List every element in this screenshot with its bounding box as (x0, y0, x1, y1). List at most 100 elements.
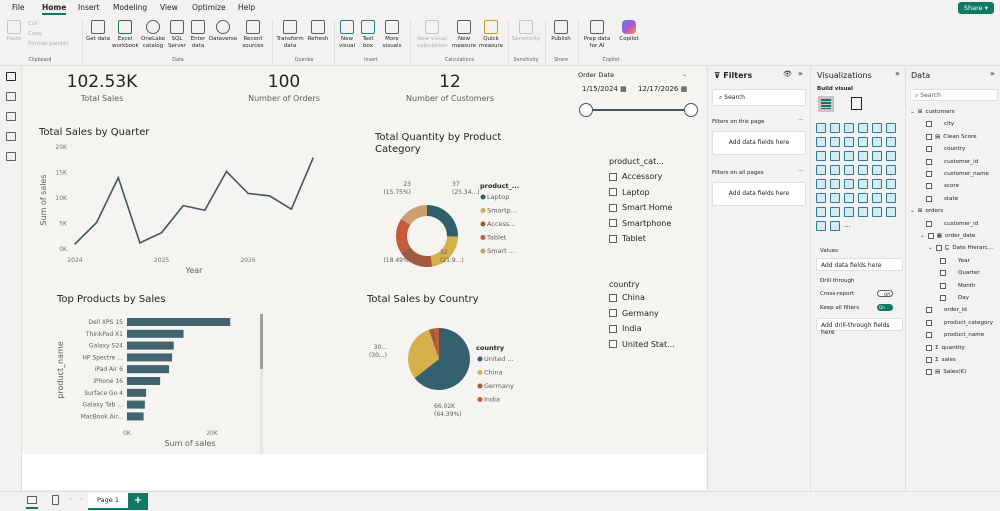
visual-type-icon[interactable] (858, 123, 868, 133)
data-field[interactable]: state (926, 195, 958, 202)
enter-data-button[interactable]: Enter data (188, 20, 208, 49)
visual-type-icon[interactable] (858, 137, 868, 147)
checkbox[interactable] (609, 234, 617, 243)
data-table[interactable]: ⌄ ⊞ orders (910, 208, 943, 214)
checkbox[interactable] (926, 146, 932, 153)
checkbox[interactable] (926, 319, 932, 326)
mobile-layout-icon[interactable] (52, 495, 59, 505)
visual-type-icon[interactable] (886, 165, 896, 175)
visual-type-icon[interactable] (844, 123, 854, 133)
category-slicer-item[interactable]: Smart Home (609, 203, 672, 212)
visual-type-icon[interactable] (816, 221, 826, 231)
visual-type-icon[interactable] (830, 137, 840, 147)
country-slicer-item[interactable]: Germany (609, 309, 659, 318)
data-field[interactable]: country (926, 146, 965, 153)
visual-type-icon[interactable] (858, 179, 868, 189)
text-box-button[interactable]: Text box (358, 20, 378, 49)
visual-type-icon[interactable] (872, 207, 882, 217)
tab-home[interactable]: Home (42, 3, 67, 15)
paste-button[interactable]: Paste (5, 20, 23, 43)
sql-server-button[interactable]: SQL Server (168, 20, 186, 49)
data-field[interactable]: Year (940, 257, 970, 264)
visual-type-icon[interactable] (886, 207, 896, 217)
page-tab-page-1[interactable]: Page 1 (88, 493, 128, 510)
country-slicer-item[interactable]: China (609, 293, 645, 302)
chevron-down-icon[interactable]: ⌄ (910, 208, 915, 215)
visual-type-icon[interactable] (872, 123, 882, 133)
visual-type-icon[interactable] (844, 151, 854, 161)
collapse-visualizations-icon[interactable]: » (895, 69, 900, 78)
copy-button[interactable]: Copy (28, 31, 42, 37)
start-date-input[interactable]: 1/15/2024 ▦ (582, 85, 627, 93)
checkbox[interactable] (926, 158, 932, 165)
checkbox[interactable] (940, 270, 946, 277)
visual-type-icon[interactable] (872, 165, 882, 175)
visual-type-icon[interactable] (886, 179, 896, 189)
checkbox[interactable] (926, 332, 932, 339)
checkbox[interactable] (926, 220, 932, 227)
prep-data-ai-button[interactable]: Prep data for AI (580, 20, 614, 49)
cut-button[interactable]: Cut (28, 21, 38, 27)
tab-help[interactable]: Help (238, 3, 256, 12)
copilot-button[interactable]: Copilot (616, 20, 642, 43)
checkbox[interactable] (926, 195, 932, 202)
more-visuals-icon[interactable]: ... (844, 221, 851, 229)
visual-type-icon[interactable] (830, 207, 840, 217)
get-data-button[interactable]: Get data (86, 20, 110, 43)
filters-search-input[interactable]: ⌕ Search (712, 89, 806, 106)
visual-type-icon[interactable] (816, 137, 826, 147)
category-slicer-item[interactable]: Smartphone (609, 219, 671, 228)
data-field[interactable]: customer_name (926, 171, 989, 177)
visual-type-icon[interactable] (872, 179, 882, 189)
data-field[interactable]: product_name (926, 332, 984, 339)
visual-type-icon[interactable] (844, 179, 854, 189)
visual-type-icon[interactable] (872, 137, 882, 147)
collapse-data-icon[interactable]: » (990, 69, 995, 78)
data-field[interactable]: Month (940, 282, 976, 289)
model-view-icon[interactable] (6, 112, 16, 121)
data-field[interactable]: ⌄ ⊑ Date Hierarc... (928, 245, 994, 252)
tab-view[interactable]: View (160, 3, 178, 12)
data-field[interactable]: ⌄ ▦ order_date (920, 233, 976, 239)
quick-measure-button[interactable]: Quick measure (478, 20, 504, 49)
chevron-down-icon[interactable]: ⌄ (910, 109, 915, 115)
format-visual-tab[interactable] (851, 97, 862, 110)
category-slicer-item[interactable]: Accessory (609, 172, 662, 181)
publish-button[interactable]: Publish (548, 20, 574, 43)
checkbox[interactable] (609, 188, 617, 196)
keep-all-filters-toggle[interactable]: On (877, 304, 893, 311)
checkbox[interactable] (926, 121, 932, 128)
checkbox[interactable] (609, 324, 617, 333)
visual-type-icon[interactable] (830, 151, 840, 161)
checkbox[interactable] (935, 245, 942, 252)
data-field[interactable]: Quarter (940, 270, 980, 277)
refresh-button[interactable]: Refresh (306, 20, 330, 43)
checkbox[interactable] (926, 344, 932, 351)
data-field[interactable]: customer_id (926, 158, 978, 165)
visual-type-icon[interactable] (844, 207, 854, 217)
visual-type-icon[interactable] (830, 193, 840, 203)
tmdl-view-icon[interactable] (6, 152, 16, 161)
filters-this-page-dropzone[interactable]: Add data fields here (712, 131, 806, 155)
next-page-icon[interactable]: › (80, 495, 83, 503)
checkbox[interactable] (927, 233, 934, 239)
visual-type-icon[interactable] (858, 165, 868, 175)
values-dropzone[interactable]: Add data fields here (816, 258, 903, 271)
dax-query-view-icon[interactable] (6, 132, 16, 141)
visual-type-icon[interactable] (858, 207, 868, 217)
visual-type-icon[interactable] (886, 151, 896, 161)
visual-type-icon[interactable] (816, 123, 826, 133)
collapse-filters-icon[interactable]: » (798, 69, 803, 78)
tab-file[interactable]: File (12, 3, 25, 12)
excel-workbook-button[interactable]: Excel workbook (112, 20, 139, 49)
end-date-input[interactable]: 12/17/2026 ▦ (638, 85, 688, 93)
country-slicer-item[interactable]: United Stat... (609, 340, 675, 349)
checkbox[interactable] (926, 357, 932, 363)
onelake-catalog-button[interactable]: OneLake catalog (140, 20, 166, 49)
previous-page-icon[interactable]: ‹ (69, 495, 72, 503)
more-options-icon[interactable]: ··· (798, 117, 804, 123)
visual-type-icon[interactable] (830, 165, 840, 175)
data-field[interactable]: product_category (926, 319, 993, 326)
visual-type-icon[interactable] (830, 221, 840, 231)
